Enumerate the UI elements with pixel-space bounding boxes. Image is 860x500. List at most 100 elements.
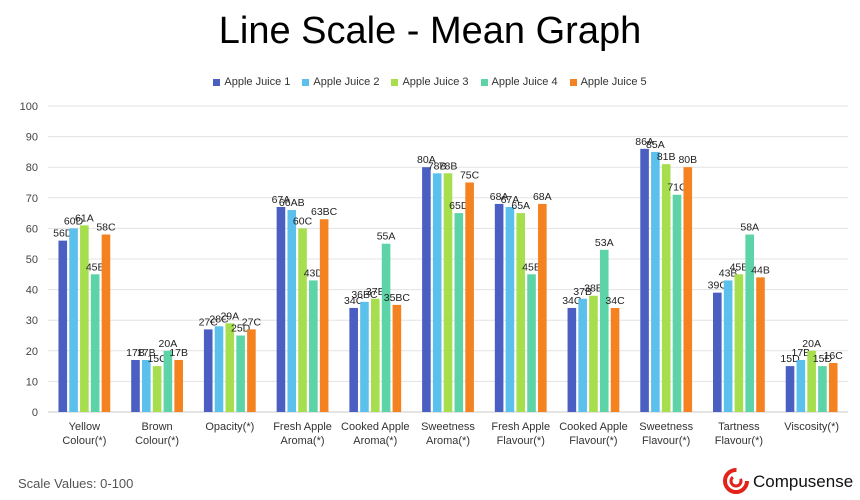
x-tick-label: Opacity(*) — [205, 421, 254, 433]
bar — [610, 307, 620, 412]
bar — [392, 304, 402, 412]
y-tick-label: 80 — [26, 162, 38, 174]
y-tick-label: 40 — [26, 285, 38, 297]
bar — [796, 359, 806, 412]
data-label: 34C — [562, 295, 582, 307]
bar — [236, 335, 245, 412]
data-label: 56D — [53, 228, 73, 240]
x-tick-label: Sweetness — [421, 421, 475, 433]
y-tick-label: 0 — [32, 407, 38, 419]
legend-swatch — [569, 78, 577, 86]
bar — [131, 359, 140, 412]
legend-item: Apple Juice 1 — [213, 76, 290, 88]
data-label: 15C — [147, 353, 167, 365]
legend-label: Apple Juice 3 — [402, 76, 469, 88]
data-label: 36BC — [351, 289, 378, 301]
bar — [58, 240, 68, 412]
data-label: 61A — [75, 212, 94, 224]
legend-item: Apple Juice 5 — [569, 76, 647, 88]
scale-note: Scale Values: 0-100 — [18, 476, 134, 491]
legend-item: Apple Juice 4 — [480, 76, 558, 88]
bar — [141, 359, 151, 412]
bar — [818, 366, 827, 412]
y-tick-label: 10 — [26, 376, 38, 388]
x-tick-label: Cooked Apple — [341, 421, 410, 433]
x-tick-label: Flavour(*) — [642, 435, 690, 447]
bar — [785, 366, 795, 412]
bar — [287, 210, 297, 412]
data-label: 71C — [667, 182, 687, 194]
bar — [734, 274, 744, 412]
data-label: 81B — [657, 151, 676, 163]
bar — [80, 225, 89, 412]
y-tick-label: 90 — [26, 132, 38, 144]
bar — [454, 213, 464, 412]
legend: Apple Juice 1 Apple Juice 2 Apple Juice 3 A… — [0, 76, 860, 88]
bar — [828, 363, 838, 412]
bar — [163, 350, 173, 412]
bar — [422, 167, 431, 412]
data-label: 58A — [740, 222, 759, 234]
x-tick-label: Flavour(*) — [569, 435, 617, 447]
data-label: 60D — [64, 215, 84, 227]
data-label: 58C — [96, 222, 116, 234]
bar — [516, 213, 526, 412]
compusense-logo-icon — [723, 468, 749, 494]
bar — [360, 301, 369, 412]
data-label: 78B — [439, 160, 458, 172]
data-label: 45B — [730, 261, 749, 273]
bar — [443, 173, 453, 412]
x-tick-label: Fresh Apple — [273, 421, 332, 433]
bar — [640, 148, 649, 412]
data-label: 65A — [511, 200, 530, 212]
y-tick-label: 100 — [20, 101, 38, 113]
data-label: 43B — [719, 267, 738, 279]
y-tick-label: 50 — [26, 254, 38, 266]
data-label: 86A — [635, 136, 654, 148]
data-label: 20A — [159, 338, 178, 350]
data-label: 68A — [533, 191, 552, 203]
data-label: 75C — [460, 170, 480, 182]
data-label: 68A — [490, 191, 509, 203]
bar — [567, 307, 577, 412]
bar — [90, 274, 100, 412]
legend-item: Apple Juice 3 — [391, 76, 469, 88]
data-label: 34C — [344, 295, 364, 307]
data-label: 55A — [377, 231, 396, 243]
data-label: 27C — [242, 316, 262, 328]
data-label: 80A — [417, 154, 436, 166]
bar — [651, 151, 660, 412]
legend-label: Apple Juice 4 — [491, 76, 558, 88]
data-label: 53A — [595, 237, 614, 249]
legend-item: Apple Juice 2 — [302, 76, 379, 88]
bar — [69, 228, 78, 412]
x-tick-label: Aroma(*) — [353, 435, 397, 447]
y-tick-label: 20 — [26, 346, 38, 358]
data-label: 66AB — [279, 197, 305, 209]
bar — [683, 167, 693, 412]
data-label: 15D — [813, 353, 833, 365]
data-label: 63BC — [311, 206, 338, 218]
bar — [349, 307, 358, 412]
x-tick-label: Flavour(*) — [497, 435, 545, 447]
bar — [370, 298, 380, 412]
bar — [309, 280, 318, 412]
data-label: 16C — [824, 350, 844, 362]
x-tick-label: Flavour(*) — [715, 435, 763, 447]
bar — [494, 203, 504, 412]
bar — [723, 280, 733, 412]
bar — [713, 292, 722, 412]
brand-name: Compusense — [753, 472, 854, 491]
bar — [276, 206, 286, 412]
data-label: 27C — [199, 316, 219, 328]
bar — [756, 277, 765, 412]
data-label: 37B — [573, 286, 592, 298]
bar — [203, 329, 213, 412]
bar — [225, 323, 235, 412]
data-label: 45E — [86, 261, 105, 273]
data-label: 17B — [791, 347, 810, 359]
bar — [505, 206, 515, 412]
x-tick-label: Yellow — [69, 421, 100, 433]
data-label: 20A — [802, 338, 821, 350]
